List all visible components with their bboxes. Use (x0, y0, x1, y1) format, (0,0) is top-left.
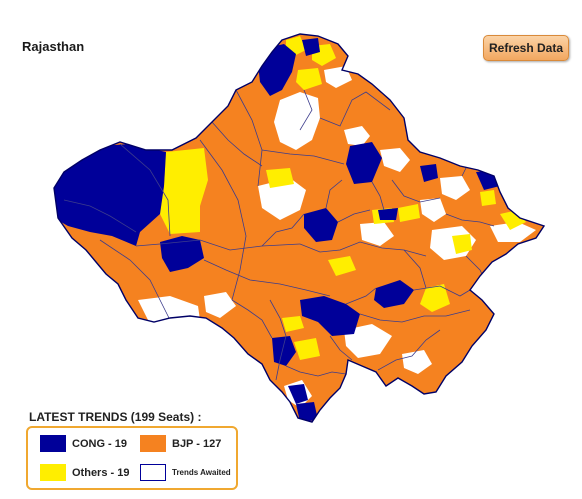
cong-region (272, 336, 296, 366)
legend-item-cong: CONG - 19 (40, 435, 127, 452)
others-swatch (40, 464, 66, 481)
cong-region (304, 208, 338, 242)
awaited-region (420, 198, 446, 222)
others-region (296, 68, 322, 90)
legend-label-bjp: BJP - 127 (172, 437, 222, 450)
others-region (160, 148, 208, 234)
awaited-region (274, 92, 320, 150)
legend-label-others: Others - 19 (72, 466, 130, 479)
awaited-region (324, 66, 352, 88)
cong-region (160, 236, 204, 272)
legend-item-awaited: Trends Awaited (140, 464, 231, 481)
cong-region (374, 280, 414, 308)
awaited-region (344, 126, 370, 146)
legend: CONG - 19 BJP - 127 Others - 19 Trends A… (26, 426, 238, 490)
others-region (282, 316, 304, 332)
awaited-region (402, 350, 432, 374)
awaited-region (490, 222, 536, 242)
others-region (266, 168, 294, 188)
legend-item-bjp: BJP - 127 (140, 435, 221, 452)
awaited-region (258, 178, 306, 220)
awaited-region (360, 222, 394, 246)
awaited-region (344, 324, 392, 358)
awaited-region (380, 148, 410, 172)
awaited-swatch (140, 464, 166, 481)
others-region (294, 338, 320, 360)
others-region (328, 256, 356, 276)
cong-region (378, 208, 398, 220)
awaited-region (204, 292, 236, 318)
cong-region (300, 296, 360, 336)
legend-label-awaited: Trends Awaited (172, 468, 231, 477)
cong-region (346, 142, 382, 184)
legend-label-cong: CONG - 19 (72, 437, 128, 450)
others-region (420, 284, 450, 312)
others-region (452, 234, 472, 254)
cong-region (296, 402, 318, 422)
cong-region (302, 38, 320, 56)
legend-title: LATEST TRENDS (199 Seats) : (29, 410, 202, 424)
others-region (480, 190, 496, 206)
bjp-swatch (140, 435, 166, 452)
cong-swatch (40, 435, 66, 452)
page-title: Rajasthan (22, 39, 85, 54)
legend-item-others: Others - 19 (40, 464, 129, 481)
cong-region (420, 164, 438, 182)
others-region (398, 204, 420, 222)
awaited-region (440, 176, 470, 200)
refresh-data-button[interactable]: Refresh Data (483, 35, 569, 61)
cong-region (288, 384, 308, 404)
